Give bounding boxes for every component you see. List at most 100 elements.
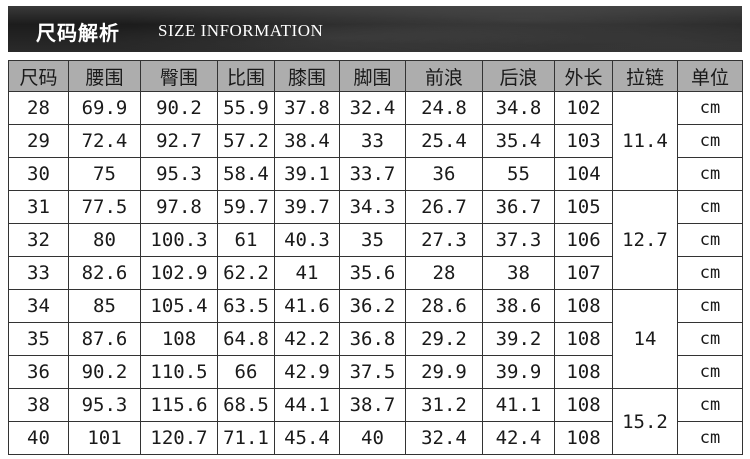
table-cell: 32.4 <box>339 91 406 125</box>
column-header: 腰围 <box>68 60 141 92</box>
table-cell: 26.7 <box>405 190 483 224</box>
table-cell: 102 <box>554 91 613 125</box>
table-cell: 85 <box>68 289 141 323</box>
table-cell: 59.7 <box>217 190 275 224</box>
table-cell: 58.4 <box>217 157 275 191</box>
table-cell: 55 <box>482 157 555 191</box>
table-cell: 95.3 <box>140 157 218 191</box>
table-cell: 35.6 <box>339 256 406 290</box>
table-cell: 31.2 <box>405 388 483 422</box>
table-row: 28 69.9 90.2 55.9 37.8 32.4 24.8 34.8 102 11.4 cm <box>8 91 743 191</box>
table-cell: 39.9 <box>482 355 555 389</box>
table-cell: 77.5 <box>68 190 141 224</box>
table-body: 28 69.9 90.2 55.9 37.8 32.4 24.8 34.8 102 11.4 cm 2… <box>8 91 743 455</box>
table-cell: 104 <box>554 157 613 191</box>
table-cell: 24.8 <box>405 91 483 125</box>
table-cell: 37.3 <box>482 223 555 257</box>
table-row: 40 101 120.7 71.1 45.4 40 32.4 42.4 108 cm <box>8 421 743 455</box>
table-cell: 87.6 <box>68 322 141 356</box>
table-cell: 71.1 <box>217 421 275 455</box>
column-header: 前浪 <box>405 60 483 92</box>
table-cell: 29 <box>8 124 69 158</box>
table-cell: 120.7 <box>140 421 218 455</box>
table-row: 34 85 105.4 63.5 41.6 36.2 28.6 38.6 108 14 cm <box>8 289 743 389</box>
table-cell: 35.4 <box>482 124 555 158</box>
table-cell: 36 <box>8 355 69 389</box>
column-header: 拉链 <box>612 60 678 92</box>
table-cell: 37.5 <box>339 355 406 389</box>
table-cell: 115.6 <box>140 388 218 422</box>
table-cell: 108 <box>554 355 613 389</box>
title-english: SIZE INFORMATION <box>158 21 324 40</box>
table-cell: 38 <box>8 388 69 422</box>
table-cell: 29.2 <box>405 322 483 356</box>
table-cell: 97.8 <box>140 190 218 224</box>
column-header: 外长 <box>554 60 613 92</box>
table-cell: 45.4 <box>274 421 340 455</box>
table-row: 33 82.6 102.9 62.2 41 35.6 28 38 107 cm <box>8 256 743 290</box>
table-cell: 55.9 <box>217 91 275 125</box>
header-row: 尺码 腰围 臀围 比围 膝围 脚围 前浪 后浪 外长 拉链 单位 <box>8 60 743 92</box>
table-cell: 72.4 <box>68 124 141 158</box>
unit-cell: cm <box>677 256 743 290</box>
table-cell: 39.7 <box>274 190 340 224</box>
table-cell: 32.4 <box>405 421 483 455</box>
table-cell: 106 <box>554 223 613 257</box>
table-cell: 33.7 <box>339 157 406 191</box>
table-cell: 39.1 <box>274 157 340 191</box>
table-cell: 103 <box>554 124 613 158</box>
table-cell: 42.9 <box>274 355 340 389</box>
table-cell: 42.2 <box>274 322 340 356</box>
table-cell: 34.8 <box>482 91 555 125</box>
unit-cell: cm <box>677 355 743 389</box>
table-cell: 36.2 <box>339 289 406 323</box>
table-cell: 39.2 <box>482 322 555 356</box>
column-header: 膝围 <box>274 60 340 92</box>
unit-cell: cm <box>677 124 743 158</box>
header-banner: 尺码解析 SIZE INFORMATION <box>8 6 742 52</box>
table-cell: 32 <box>8 223 69 257</box>
table-cell: 80 <box>68 223 141 257</box>
unit-cell: cm <box>677 91 743 125</box>
table-cell: 25.4 <box>405 124 483 158</box>
column-header: 比围 <box>217 60 275 92</box>
table-row: 35 87.6 108 64.8 42.2 36.8 29.2 39.2 108 cm <box>8 322 743 356</box>
table-cell: 90.2 <box>140 91 218 125</box>
table-row: 32 80 100.3 61 40.3 35 27.3 37.3 106 cm <box>8 223 743 257</box>
column-header: 尺码 <box>8 60 69 92</box>
unit-cell: cm <box>677 223 743 257</box>
table-cell: 68.5 <box>217 388 275 422</box>
table-cell: 38.6 <box>482 289 555 323</box>
table-row: 30 75 95.3 58.4 39.1 33.7 36 55 104 cm <box>8 157 743 191</box>
table-cell: 38.4 <box>274 124 340 158</box>
unit-cell: cm <box>677 157 743 191</box>
zipper-cell: 11.4 <box>612 91 678 191</box>
table-cell: 27.3 <box>405 223 483 257</box>
table-cell: 40 <box>8 421 69 455</box>
table-cell: 62.2 <box>217 256 275 290</box>
table-cell: 33 <box>8 256 69 290</box>
table-cell: 35 <box>339 223 406 257</box>
table-row: 36 90.2 110.5 66 42.9 37.5 29.9 39.9 108 cm <box>8 355 743 389</box>
table-cell: 31 <box>8 190 69 224</box>
table-cell: 36 <box>405 157 483 191</box>
table-cell: 36.8 <box>339 322 406 356</box>
table-cell: 63.5 <box>217 289 275 323</box>
table-cell: 41 <box>274 256 340 290</box>
table-cell: 29.9 <box>405 355 483 389</box>
table-cell: 95.3 <box>68 388 141 422</box>
table-cell: 66 <box>217 355 275 389</box>
table-cell: 36.7 <box>482 190 555 224</box>
table-cell: 69.9 <box>68 91 141 125</box>
table-cell: 28.6 <box>405 289 483 323</box>
unit-cell: cm <box>677 322 743 356</box>
column-header: 后浪 <box>482 60 555 92</box>
column-header: 单位 <box>677 60 743 92</box>
title-chinese: 尺码解析 <box>36 21 120 45</box>
table-cell: 108 <box>554 322 613 356</box>
table-cell: 57.2 <box>217 124 275 158</box>
table-cell: 108 <box>554 388 613 422</box>
zipper-cell: 14 <box>612 289 678 389</box>
table-cell: 75 <box>68 157 141 191</box>
table-cell: 28 <box>8 91 69 125</box>
